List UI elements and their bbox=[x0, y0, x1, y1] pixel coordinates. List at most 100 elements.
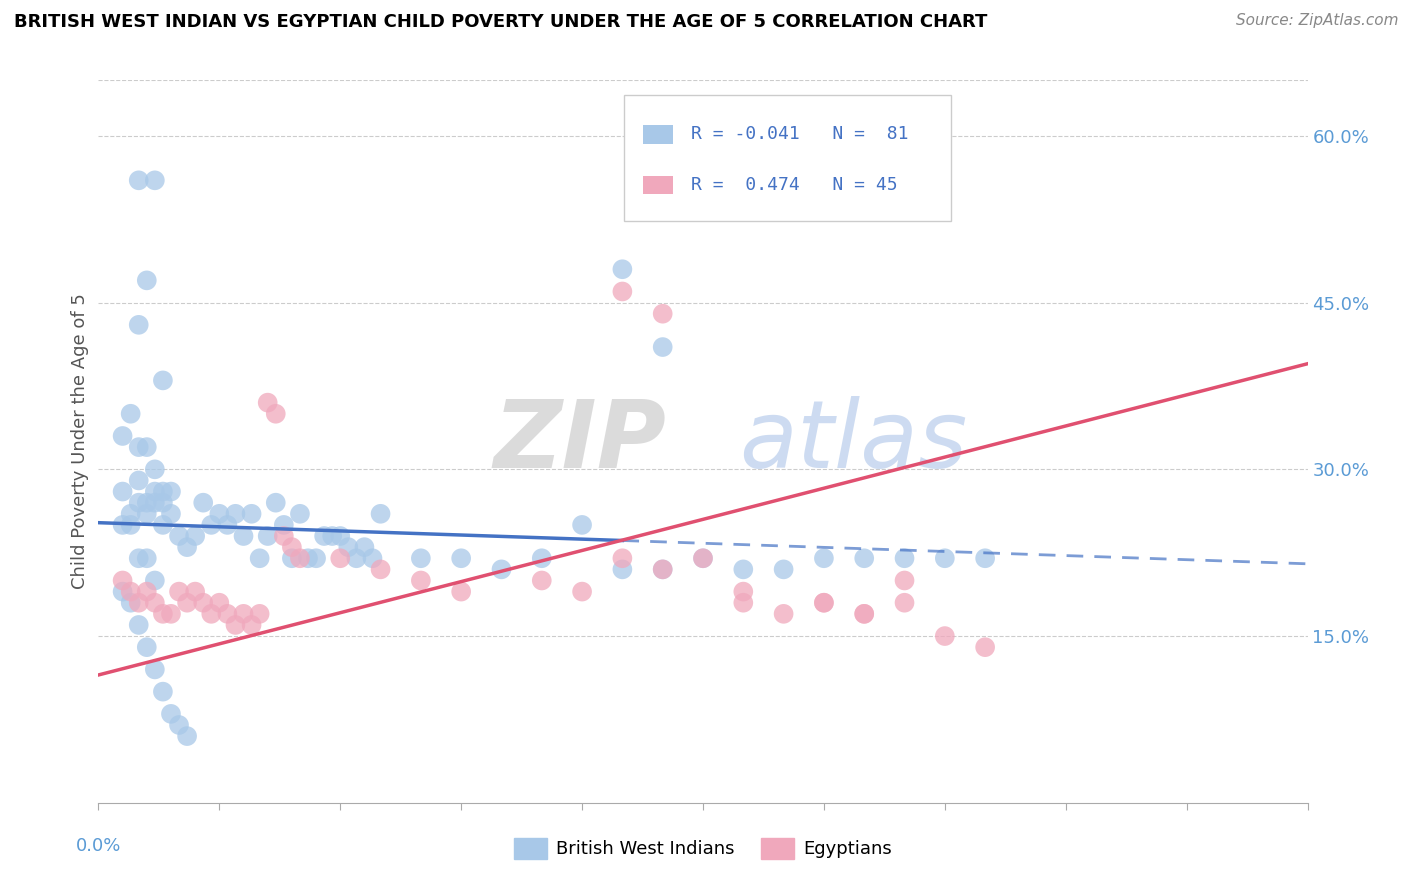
Point bbox=[612, 285, 634, 299]
Point bbox=[893, 551, 915, 566]
Point bbox=[249, 551, 271, 566]
Point bbox=[651, 562, 673, 576]
Point bbox=[264, 496, 287, 510]
Text: R =  0.474   N = 45: R = 0.474 N = 45 bbox=[690, 176, 897, 194]
Point bbox=[733, 562, 755, 576]
Point bbox=[240, 618, 263, 632]
Text: BRITISH WEST INDIAN VS EGYPTIAN CHILD POVERTY UNDER THE AGE OF 5 CORRELATION CHA: BRITISH WEST INDIAN VS EGYPTIAN CHILD PO… bbox=[14, 13, 987, 31]
Point bbox=[135, 440, 157, 454]
Point bbox=[120, 407, 142, 421]
Point bbox=[321, 529, 343, 543]
Point bbox=[450, 584, 472, 599]
Point bbox=[193, 596, 215, 610]
Point bbox=[135, 584, 157, 599]
Point bbox=[450, 551, 472, 566]
Point bbox=[152, 484, 174, 499]
Point bbox=[208, 507, 231, 521]
Text: Source: ZipAtlas.com: Source: ZipAtlas.com bbox=[1236, 13, 1399, 29]
Point bbox=[135, 496, 157, 510]
Point bbox=[120, 596, 142, 610]
Point bbox=[143, 662, 166, 676]
Point bbox=[160, 607, 183, 621]
Point bbox=[232, 529, 254, 543]
Point bbox=[217, 607, 239, 621]
Point bbox=[143, 462, 166, 476]
Point bbox=[128, 618, 150, 632]
Point bbox=[152, 517, 174, 532]
Point bbox=[176, 596, 198, 610]
Point bbox=[217, 517, 239, 532]
Point bbox=[297, 551, 319, 566]
Point bbox=[160, 507, 183, 521]
Point bbox=[224, 618, 246, 632]
Point bbox=[143, 484, 166, 499]
Point bbox=[128, 551, 150, 566]
Point bbox=[167, 584, 190, 599]
Point bbox=[135, 551, 157, 566]
Point bbox=[143, 173, 166, 187]
Point bbox=[612, 562, 634, 576]
Point bbox=[135, 273, 157, 287]
Point bbox=[530, 574, 553, 588]
Point bbox=[491, 562, 513, 576]
Point bbox=[853, 607, 876, 621]
Point bbox=[111, 517, 134, 532]
Point bbox=[128, 496, 150, 510]
Point bbox=[273, 529, 295, 543]
Point bbox=[329, 529, 352, 543]
Point bbox=[893, 596, 915, 610]
Point bbox=[571, 517, 593, 532]
Point bbox=[111, 584, 134, 599]
Point bbox=[409, 574, 432, 588]
Point bbox=[184, 529, 207, 543]
Point bbox=[772, 562, 794, 576]
Point bbox=[143, 574, 166, 588]
Point bbox=[128, 173, 150, 187]
Point bbox=[256, 395, 278, 409]
Point bbox=[152, 373, 174, 387]
Point bbox=[813, 596, 835, 610]
Point bbox=[224, 507, 246, 521]
Point bbox=[733, 584, 755, 599]
Point bbox=[651, 307, 673, 321]
Point bbox=[240, 507, 263, 521]
Point bbox=[111, 429, 134, 443]
Point bbox=[337, 540, 360, 554]
Point bbox=[111, 574, 134, 588]
Point bbox=[893, 574, 915, 588]
Point bbox=[200, 517, 222, 532]
Point bbox=[305, 551, 328, 566]
Point bbox=[193, 496, 215, 510]
Point bbox=[974, 551, 997, 566]
Point bbox=[733, 596, 755, 610]
Point bbox=[934, 551, 956, 566]
Point bbox=[409, 551, 432, 566]
Point bbox=[167, 529, 190, 543]
Point bbox=[135, 640, 157, 655]
Point bbox=[353, 540, 375, 554]
Point bbox=[249, 607, 271, 621]
Point bbox=[853, 551, 876, 566]
Point bbox=[273, 517, 295, 532]
Point bbox=[160, 484, 183, 499]
Point bbox=[256, 529, 278, 543]
Point bbox=[176, 729, 198, 743]
Point bbox=[344, 551, 367, 566]
Point bbox=[651, 562, 673, 576]
Point bbox=[974, 640, 997, 655]
Point bbox=[143, 596, 166, 610]
Point bbox=[200, 607, 222, 621]
Point bbox=[135, 507, 157, 521]
Point bbox=[329, 551, 352, 566]
Point bbox=[853, 607, 876, 621]
Point bbox=[370, 507, 392, 521]
Legend: British West Indians, Egyptians: British West Indians, Egyptians bbox=[508, 830, 898, 866]
FancyBboxPatch shape bbox=[643, 126, 673, 144]
Point bbox=[120, 517, 142, 532]
Point bbox=[281, 551, 304, 566]
Point bbox=[208, 596, 231, 610]
Y-axis label: Child Poverty Under the Age of 5: Child Poverty Under the Age of 5 bbox=[70, 293, 89, 590]
Point bbox=[152, 684, 174, 698]
Point bbox=[152, 496, 174, 510]
Point bbox=[370, 562, 392, 576]
